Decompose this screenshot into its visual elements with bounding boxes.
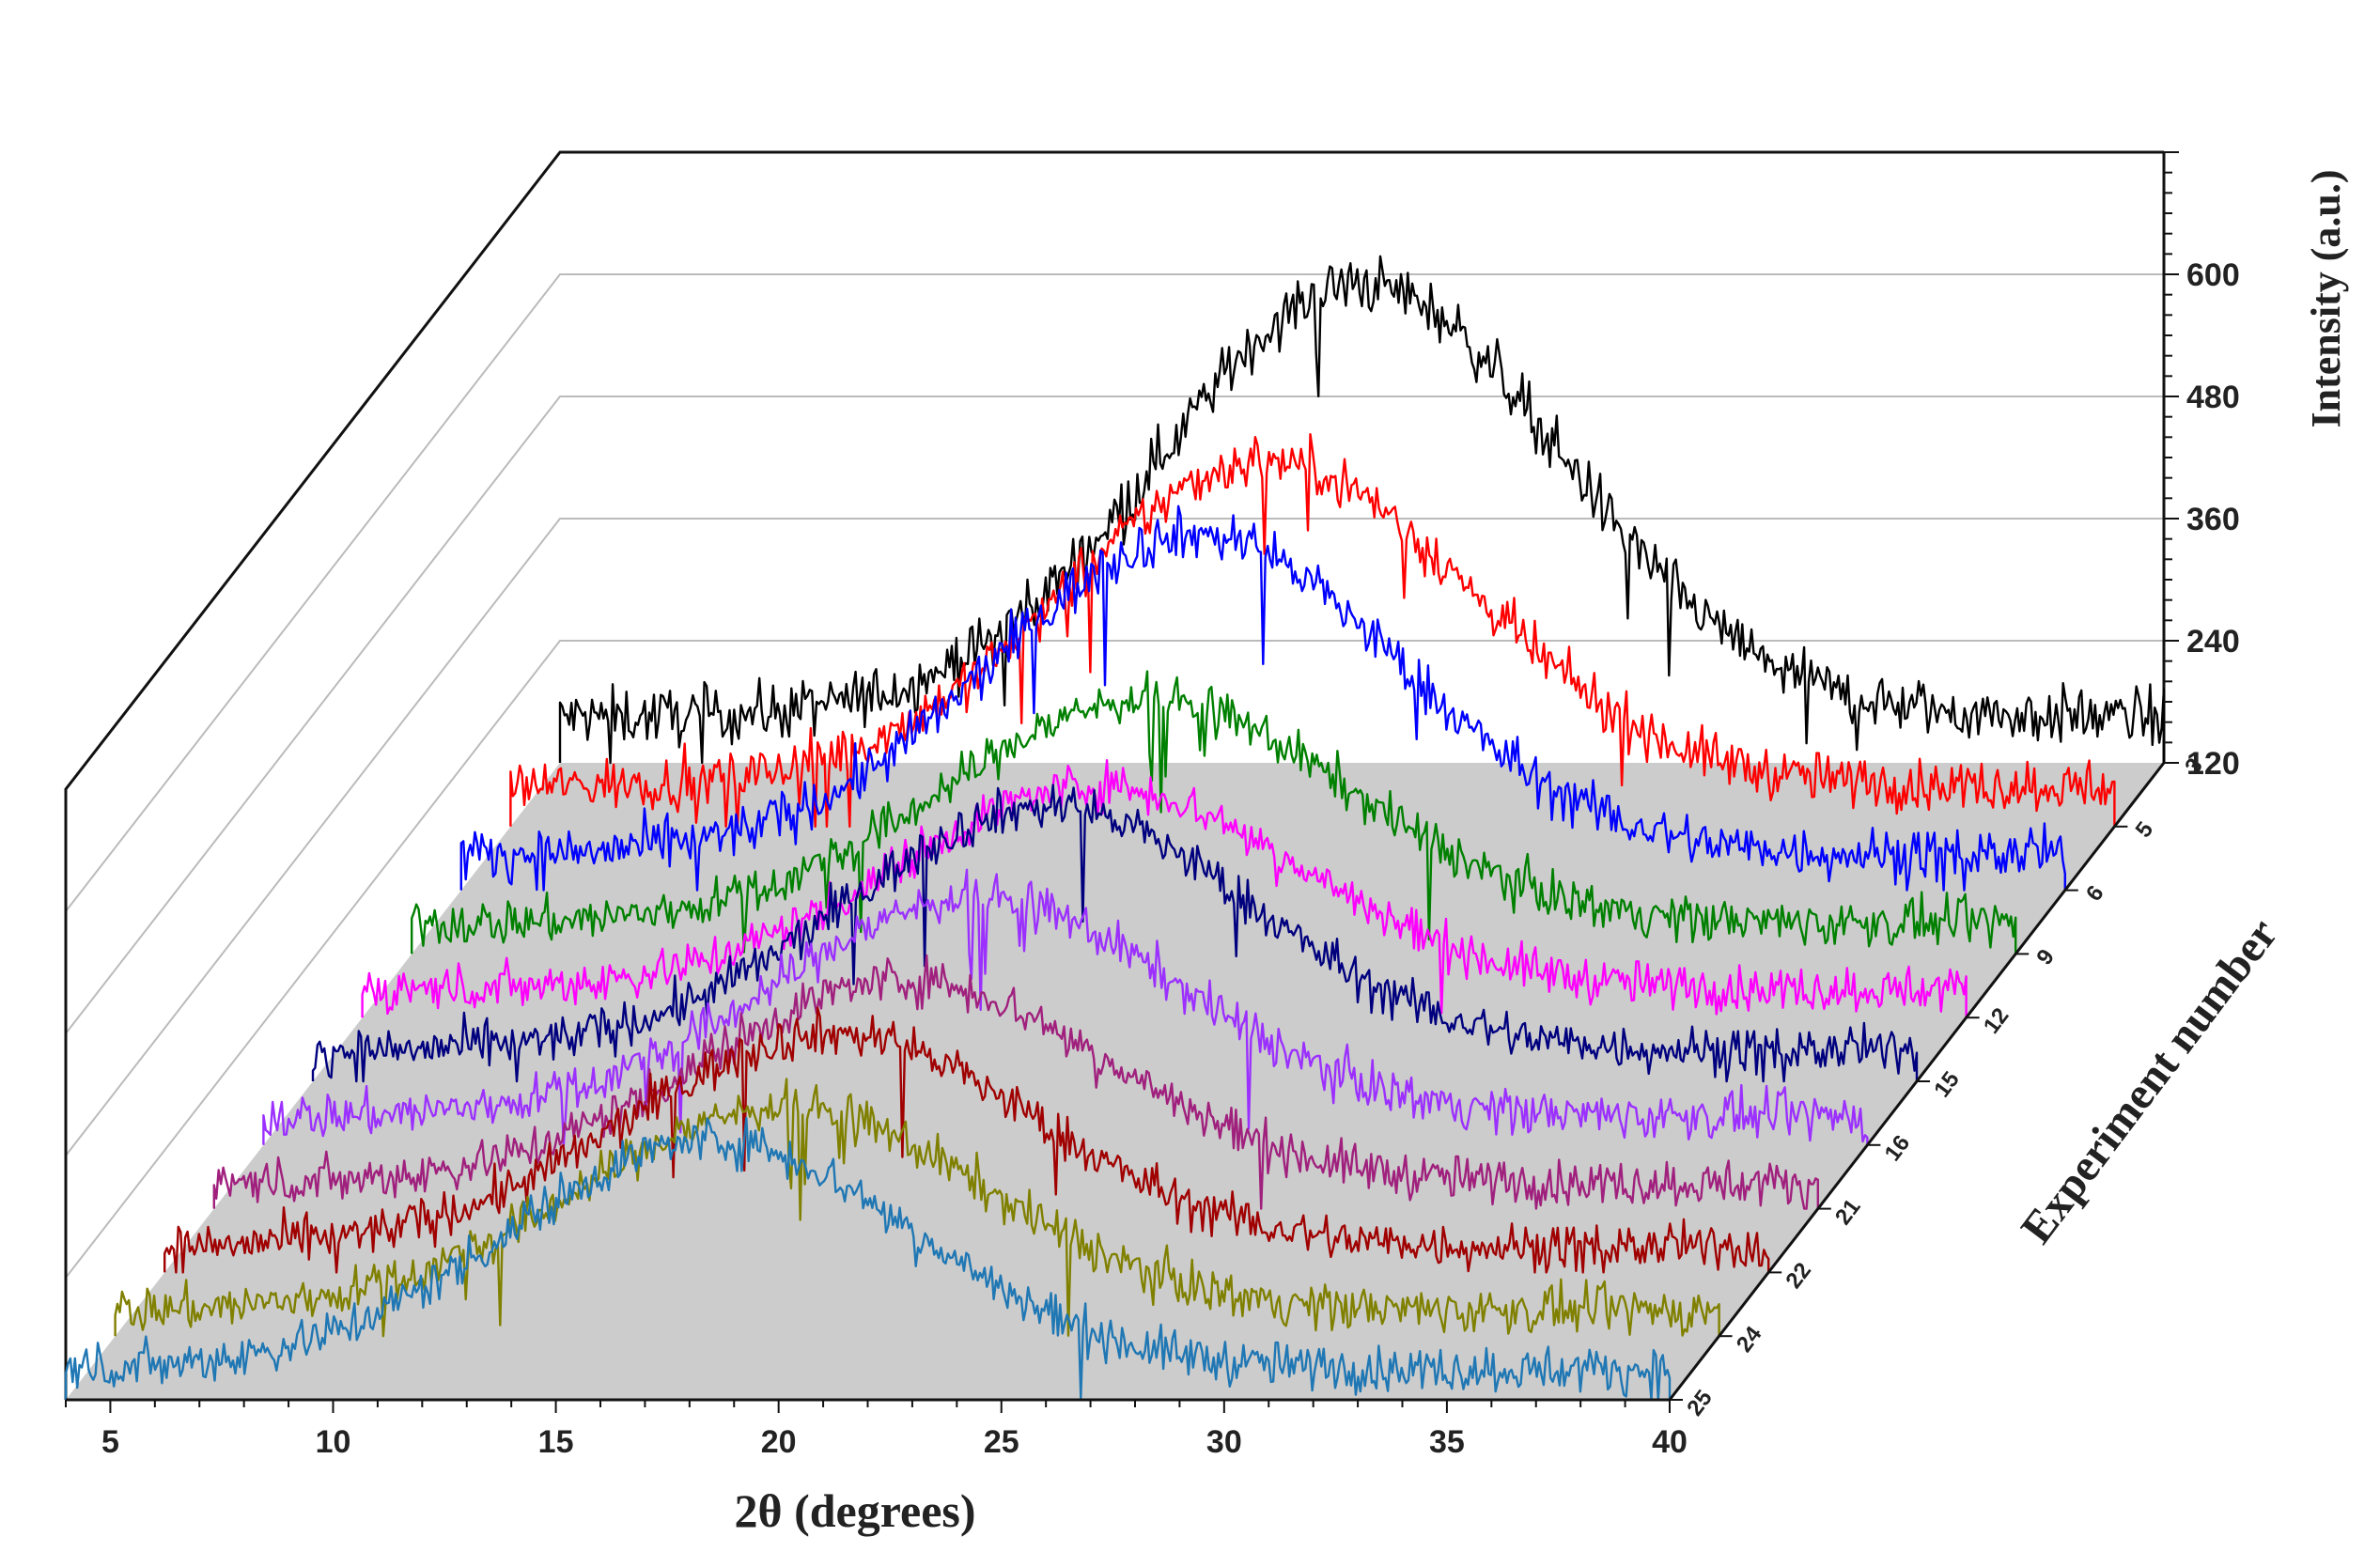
z-tick-label: 21 [1830,1194,1866,1230]
y-tick-label: 600 [2186,257,2240,293]
x-tick-label: 20 [761,1424,797,1460]
z-tick-label: 16 [1880,1130,1916,1166]
series-line-24 [114,1078,1720,1338]
series-line-5 [509,433,2116,828]
series-line-12 [361,759,1968,1018]
y-tick-label: 480 [2186,380,2240,415]
gridline [65,396,2164,1034]
gridline [65,518,2164,1156]
frame-edge [64,150,2164,1400]
z-tick-label: 15 [1929,1067,1965,1103]
z-tick-label: 5 [2131,817,2159,843]
x-tick-label: 10 [316,1424,351,1460]
series-line-9 [411,670,2017,954]
back-wall [65,273,2164,1279]
x-tick-label: 25 [984,1424,1019,1460]
series-line-16 [262,868,1869,1146]
y-tick-label: 120 [2186,746,2240,782]
z-tick-label: 25 [1682,1386,1718,1421]
series-group [64,255,2166,1402]
x-axis-title: 2θ (degrees) [734,1484,975,1537]
series-line-3 [558,255,2166,765]
z-tick-label: 12 [1979,1003,2014,1039]
x-tick-label: 15 [538,1424,574,1460]
z-tick-label: 22 [1781,1258,1816,1294]
y-tick-label: 360 [2186,502,2240,537]
series-line-21 [212,954,1819,1210]
y-axis-title: Intensity (a.u.) [2303,169,2349,427]
series-line-22 [163,1006,1770,1274]
x-tick-label: 30 [1206,1424,1242,1460]
x-tick-label: 40 [1652,1424,1688,1460]
x-tick-label: 35 [1429,1424,1465,1460]
series-line-15 [311,784,1919,1083]
z-tick-label: 24 [1732,1321,1767,1357]
z-tick-label: 9 [2031,944,2060,970]
floor-plane [66,763,2164,1400]
series-line-25 [64,1116,1672,1402]
y-tick-label: 240 [2186,624,2240,660]
z-tick-label: 6 [2081,881,2109,907]
x-tick-label: 5 [101,1424,119,1460]
gridline [65,640,2164,1279]
gridline [65,273,2164,912]
series-line-6 [459,504,2066,892]
